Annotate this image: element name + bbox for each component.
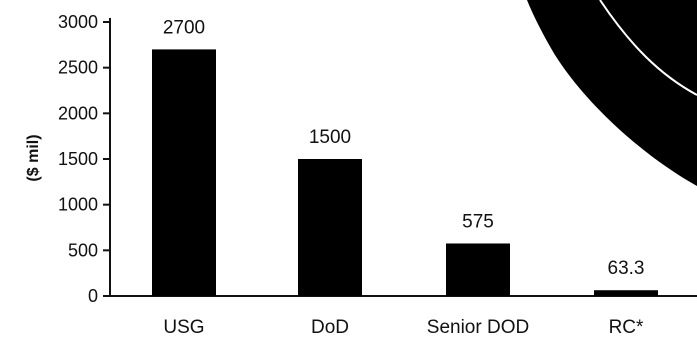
category-label: DoD: [311, 317, 349, 337]
data-label: 2700: [163, 17, 205, 38]
y-tick-label: 3000: [58, 12, 98, 32]
decor-line: [599, 0, 697, 96]
y-axis-title: ($ mil): [25, 134, 42, 181]
bar: [298, 159, 362, 296]
decor-shape: [527, 0, 697, 186]
y-tick-label: 2500: [58, 58, 98, 78]
y-tick-label: 1500: [58, 149, 98, 169]
category-label: USG: [163, 317, 204, 337]
bar: [446, 243, 510, 296]
y-tick-label: 500: [68, 240, 98, 260]
bar: [152, 49, 216, 297]
y-tick-label: 0: [88, 286, 98, 306]
category-label: RC*: [609, 317, 644, 337]
y-tick-label: 2000: [58, 103, 98, 123]
corner-decoration: [527, 0, 697, 186]
data-label: 63.3: [608, 258, 645, 279]
y-tick-label: 1000: [58, 195, 98, 215]
category-label: Senior DOD: [427, 317, 529, 337]
data-label: 1500: [309, 127, 351, 148]
bar: [594, 290, 658, 296]
data-label: 575: [462, 211, 494, 232]
